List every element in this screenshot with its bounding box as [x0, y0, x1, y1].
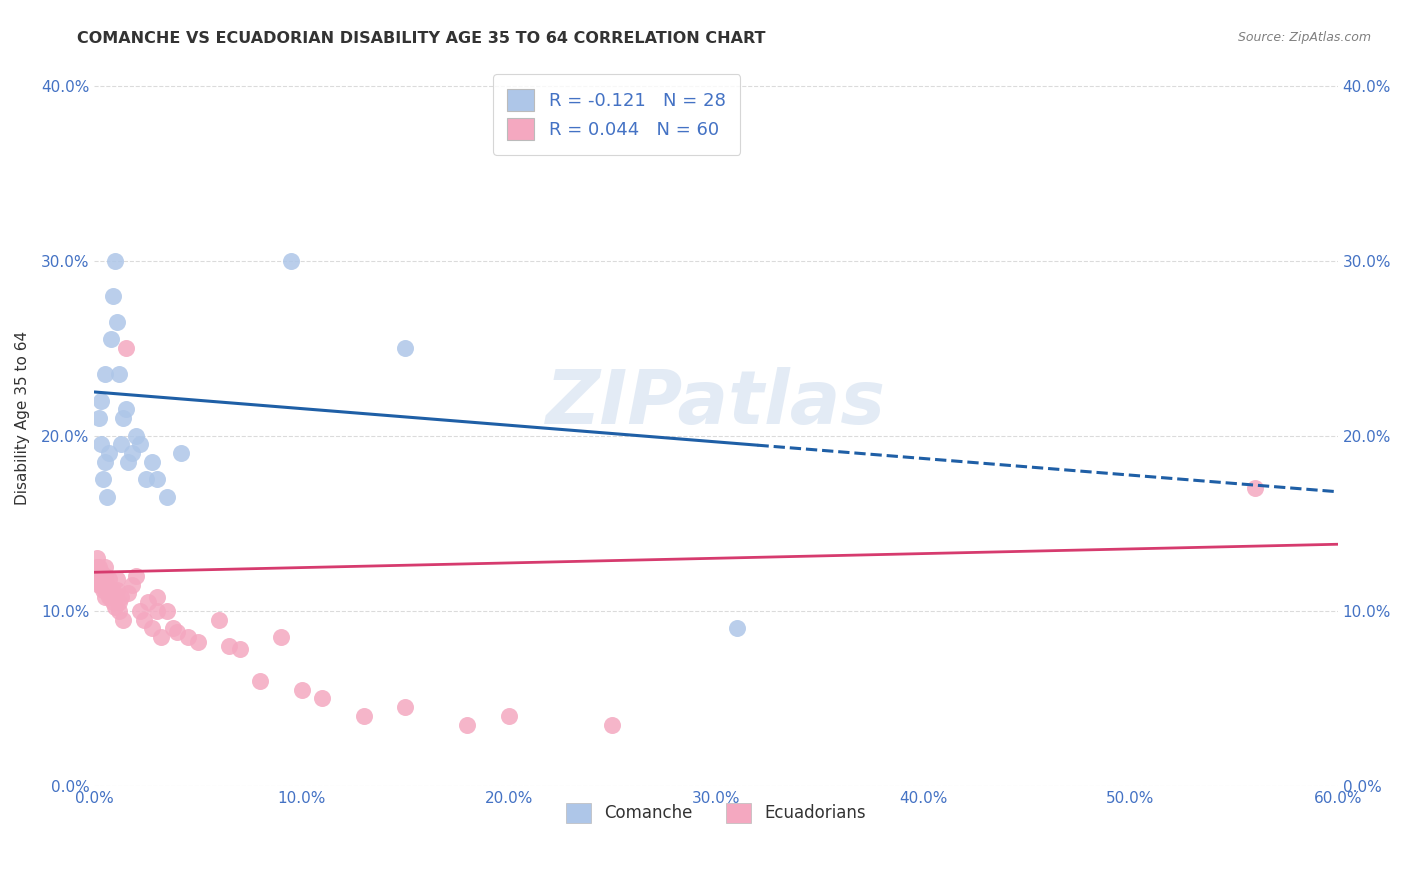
- Point: [98, 590, 121, 604]
- Point: [129, 604, 152, 618]
- Point: [108, 368, 131, 382]
- Point: [87, 577, 110, 591]
- Point: [394, 341, 416, 355]
- Point: [86, 551, 108, 566]
- Y-axis label: Disability Age 35 to 64: Disability Age 35 to 64: [15, 331, 30, 505]
- Point: [125, 568, 148, 582]
- Point: [177, 630, 200, 644]
- Point: [135, 473, 157, 487]
- Point: [208, 613, 231, 627]
- Point: [602, 717, 624, 731]
- Point: [98, 446, 121, 460]
- Point: [91, 577, 114, 591]
- Point: [104, 600, 127, 615]
- Point: [94, 368, 117, 382]
- Point: [101, 289, 124, 303]
- Point: [100, 590, 122, 604]
- Point: [90, 572, 112, 586]
- Point: [98, 572, 121, 586]
- Point: [156, 490, 179, 504]
- Point: [110, 437, 132, 451]
- Point: [170, 446, 193, 460]
- Text: Source: ZipAtlas.com: Source: ZipAtlas.com: [1237, 31, 1371, 45]
- Point: [108, 595, 131, 609]
- Point: [280, 253, 302, 268]
- Point: [90, 393, 112, 408]
- Point: [86, 560, 108, 574]
- Point: [156, 604, 179, 618]
- Point: [110, 590, 132, 604]
- Point: [218, 639, 240, 653]
- Point: [149, 630, 172, 644]
- Point: [141, 621, 163, 635]
- Point: [138, 595, 160, 609]
- Point: [117, 586, 139, 600]
- Point: [725, 621, 748, 635]
- Point: [86, 572, 108, 586]
- Point: [112, 411, 135, 425]
- Point: [117, 455, 139, 469]
- Point: [90, 577, 112, 591]
- Point: [87, 411, 110, 425]
- Point: [87, 568, 110, 582]
- Text: ZIPatlas: ZIPatlas: [546, 367, 886, 440]
- Point: [114, 402, 136, 417]
- Point: [270, 630, 292, 644]
- Point: [105, 582, 128, 597]
- Point: [187, 635, 209, 649]
- Point: [145, 590, 167, 604]
- Point: [498, 708, 520, 723]
- Point: [1243, 481, 1265, 495]
- Point: [291, 682, 314, 697]
- Point: [104, 253, 127, 268]
- Point: [101, 595, 124, 609]
- Point: [94, 577, 117, 591]
- Point: [94, 560, 117, 574]
- Point: [121, 577, 143, 591]
- Point: [94, 455, 117, 469]
- Point: [121, 446, 143, 460]
- Point: [249, 673, 271, 688]
- Point: [94, 590, 117, 604]
- Point: [145, 604, 167, 618]
- Point: [90, 437, 112, 451]
- Point: [100, 333, 122, 347]
- Point: [162, 621, 184, 635]
- Point: [114, 341, 136, 355]
- Point: [96, 577, 118, 591]
- Point: [311, 691, 333, 706]
- Point: [108, 604, 131, 618]
- Point: [228, 642, 250, 657]
- Point: [112, 613, 135, 627]
- Point: [394, 700, 416, 714]
- Point: [145, 473, 167, 487]
- Point: [125, 428, 148, 442]
- Point: [94, 568, 117, 582]
- Point: [105, 315, 128, 329]
- Point: [91, 473, 114, 487]
- Point: [104, 590, 127, 604]
- Point: [166, 624, 188, 639]
- Point: [101, 582, 124, 597]
- Point: [353, 708, 375, 723]
- Point: [105, 572, 128, 586]
- Point: [100, 582, 122, 597]
- Legend: Comanche, Ecuadorians: Comanche, Ecuadorians: [553, 789, 879, 837]
- Point: [129, 437, 152, 451]
- Point: [90, 566, 112, 580]
- Point: [96, 582, 118, 597]
- Point: [96, 490, 118, 504]
- Point: [134, 613, 156, 627]
- Text: COMANCHE VS ECUADORIAN DISABILITY AGE 35 TO 64 CORRELATION CHART: COMANCHE VS ECUADORIAN DISABILITY AGE 35…: [77, 31, 766, 46]
- Point: [91, 582, 114, 597]
- Point: [456, 717, 478, 731]
- Point: [141, 455, 163, 469]
- Point: [87, 560, 110, 574]
